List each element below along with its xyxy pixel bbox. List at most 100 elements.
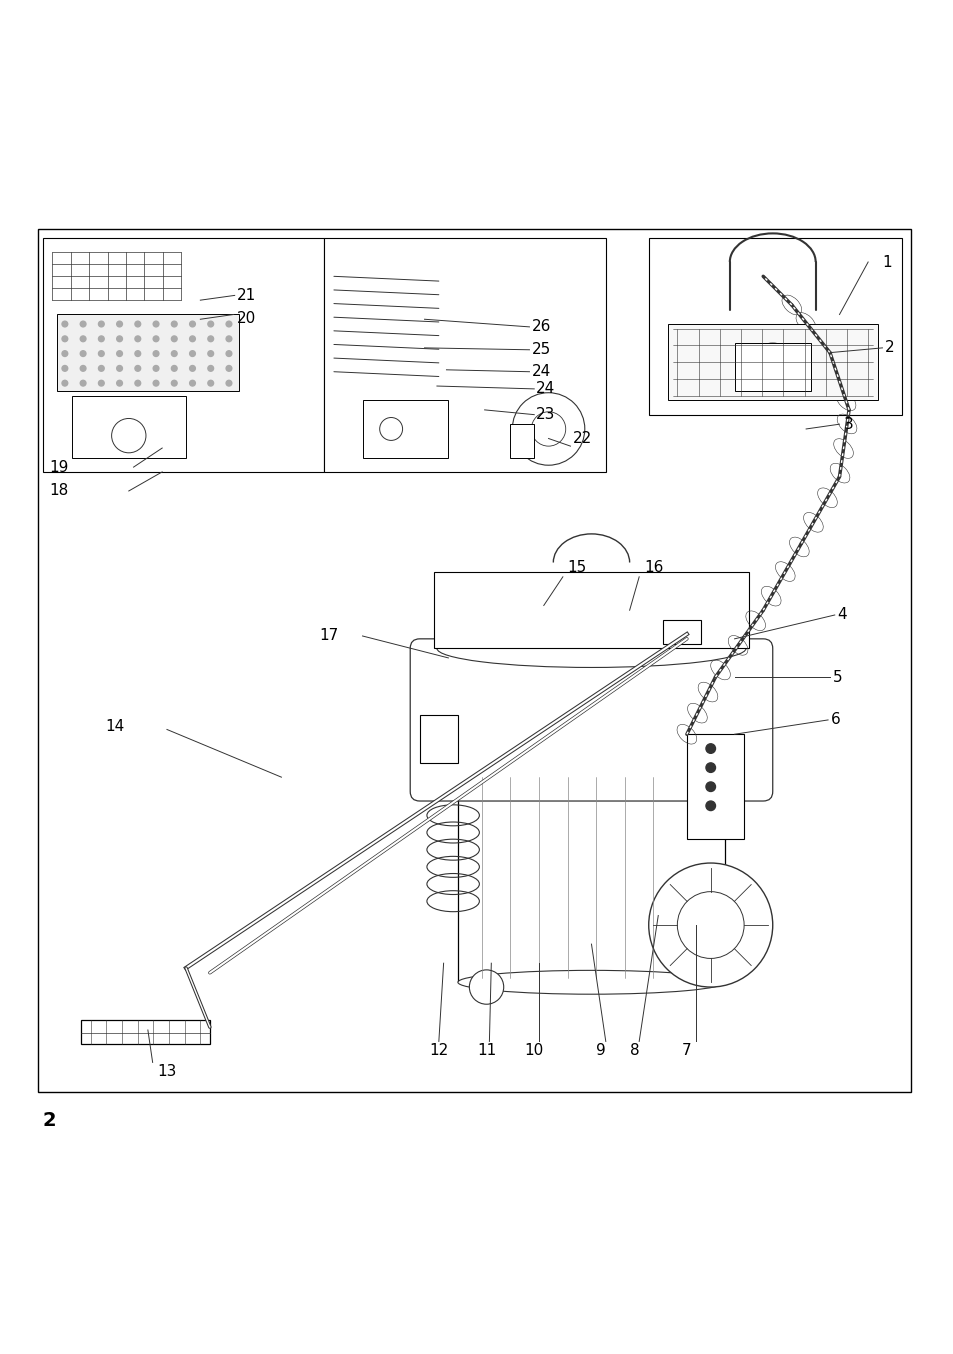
Circle shape bbox=[512, 393, 584, 466]
Text: 3: 3 bbox=[843, 417, 853, 432]
Text: 17: 17 bbox=[319, 628, 338, 643]
Text: 14: 14 bbox=[105, 719, 124, 734]
Circle shape bbox=[153, 366, 159, 371]
Circle shape bbox=[116, 321, 122, 326]
Circle shape bbox=[80, 380, 86, 386]
Text: 13: 13 bbox=[157, 1064, 176, 1079]
Text: 2: 2 bbox=[43, 1112, 56, 1131]
Bar bbox=[662, 620, 700, 643]
Circle shape bbox=[98, 380, 104, 386]
Bar bbox=[419, 715, 457, 762]
Circle shape bbox=[62, 380, 68, 386]
Circle shape bbox=[98, 366, 104, 371]
Text: 22: 22 bbox=[572, 431, 591, 445]
Text: 4: 4 bbox=[837, 608, 846, 623]
Circle shape bbox=[208, 380, 213, 386]
Circle shape bbox=[62, 336, 68, 341]
Bar bbox=[667, 324, 877, 401]
Circle shape bbox=[677, 892, 743, 959]
Circle shape bbox=[705, 743, 715, 753]
Circle shape bbox=[172, 351, 177, 356]
Circle shape bbox=[62, 351, 68, 356]
Circle shape bbox=[153, 351, 159, 356]
Ellipse shape bbox=[457, 971, 724, 994]
Circle shape bbox=[705, 783, 715, 792]
Circle shape bbox=[112, 418, 146, 452]
Circle shape bbox=[153, 380, 159, 386]
Circle shape bbox=[172, 366, 177, 371]
Text: 16: 16 bbox=[643, 559, 662, 575]
Circle shape bbox=[116, 380, 122, 386]
Text: 15: 15 bbox=[567, 559, 586, 575]
Circle shape bbox=[134, 336, 140, 341]
Circle shape bbox=[153, 321, 159, 326]
Bar bbox=[324, 238, 605, 473]
Ellipse shape bbox=[436, 630, 745, 668]
Circle shape bbox=[116, 336, 122, 341]
Text: 9: 9 bbox=[596, 1044, 605, 1059]
Text: 8: 8 bbox=[629, 1044, 639, 1059]
Bar bbox=[81, 1021, 210, 1044]
Circle shape bbox=[134, 321, 140, 326]
Text: 20: 20 bbox=[236, 311, 255, 326]
Circle shape bbox=[98, 351, 104, 356]
Circle shape bbox=[116, 366, 122, 371]
Text: 19: 19 bbox=[50, 459, 69, 475]
Circle shape bbox=[134, 366, 140, 371]
Circle shape bbox=[531, 412, 565, 445]
Circle shape bbox=[62, 321, 68, 326]
Circle shape bbox=[208, 351, 213, 356]
Text: 12: 12 bbox=[429, 1044, 448, 1059]
Bar bbox=[419, 649, 762, 792]
Text: 23: 23 bbox=[536, 408, 555, 422]
Bar bbox=[43, 238, 324, 473]
Bar bbox=[362, 401, 448, 458]
Bar bbox=[686, 734, 743, 839]
Circle shape bbox=[172, 380, 177, 386]
Text: 24: 24 bbox=[536, 382, 555, 397]
Bar bbox=[734, 343, 810, 391]
Text: 6: 6 bbox=[830, 712, 840, 727]
Circle shape bbox=[190, 351, 195, 356]
Circle shape bbox=[190, 380, 195, 386]
Circle shape bbox=[226, 321, 232, 326]
Bar bbox=[510, 424, 534, 458]
Circle shape bbox=[80, 351, 86, 356]
Bar bbox=[57, 314, 238, 391]
Text: 25: 25 bbox=[532, 343, 551, 357]
Text: 11: 11 bbox=[476, 1044, 496, 1059]
Text: 5: 5 bbox=[832, 669, 841, 685]
Circle shape bbox=[705, 762, 715, 772]
Circle shape bbox=[98, 336, 104, 341]
Bar bbox=[71, 395, 186, 458]
Circle shape bbox=[469, 969, 503, 1005]
Text: 21: 21 bbox=[236, 288, 255, 303]
Circle shape bbox=[62, 366, 68, 371]
Circle shape bbox=[748, 343, 796, 391]
Text: 18: 18 bbox=[50, 483, 69, 498]
Circle shape bbox=[379, 417, 402, 440]
Text: 2: 2 bbox=[884, 340, 894, 355]
Circle shape bbox=[208, 336, 213, 341]
Circle shape bbox=[172, 336, 177, 341]
Text: 24: 24 bbox=[532, 364, 551, 379]
Circle shape bbox=[190, 366, 195, 371]
Text: 10: 10 bbox=[524, 1044, 543, 1059]
Text: 7: 7 bbox=[681, 1044, 691, 1059]
Circle shape bbox=[80, 321, 86, 326]
Circle shape bbox=[80, 336, 86, 341]
Bar bbox=[457, 772, 724, 982]
Circle shape bbox=[153, 336, 159, 341]
Circle shape bbox=[226, 366, 232, 371]
Circle shape bbox=[208, 321, 213, 326]
Text: 1: 1 bbox=[882, 255, 891, 269]
Circle shape bbox=[208, 366, 213, 371]
Circle shape bbox=[80, 366, 86, 371]
Circle shape bbox=[98, 321, 104, 326]
Circle shape bbox=[172, 321, 177, 326]
Circle shape bbox=[705, 802, 715, 811]
Circle shape bbox=[190, 336, 195, 341]
Ellipse shape bbox=[457, 758, 724, 787]
Bar bbox=[434, 571, 748, 649]
Circle shape bbox=[226, 336, 232, 341]
